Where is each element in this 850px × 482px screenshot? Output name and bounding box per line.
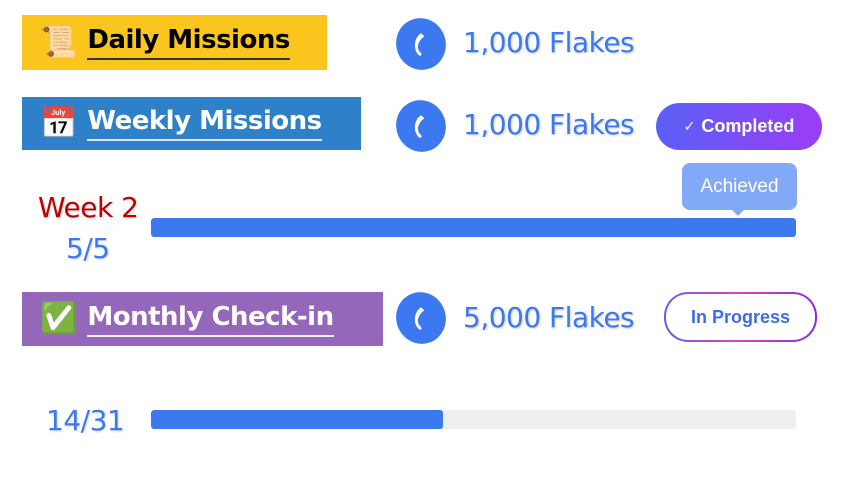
scroll-icon: 📜 [40, 25, 78, 59]
daily-missions-title: Daily Missions [87, 25, 290, 60]
weekly-progress-bar [151, 218, 796, 237]
flake-coin-icon [388, 93, 454, 159]
flake-coin-icon [388, 285, 454, 351]
monthly-progress-fill [151, 410, 443, 429]
monthly-progress-bar [151, 410, 796, 429]
weekly-reward: 1,000 Flakes [463, 108, 635, 141]
check-icon: ✓ [683, 118, 696, 134]
completed-badge: ✓ Completed [656, 103, 822, 150]
tooltip-text: Achieved [700, 175, 779, 197]
in-progress-label: In Progress [690, 306, 791, 327]
calendar-icon: 📅 [40, 106, 78, 140]
week-label: Week 2 [38, 191, 139, 224]
daily-reward: 1,000 Flakes [463, 26, 635, 59]
daily-missions-banner[interactable]: 📜 Daily Missions [22, 15, 327, 70]
monthly-reward: 5,000 Flakes [463, 301, 635, 334]
check-box-icon: ✅ [40, 302, 78, 335]
monthly-checkin-banner[interactable]: ✅ Monthly Check-in [22, 292, 383, 346]
weekly-progress-text: 5/5 [66, 232, 110, 265]
in-progress-badge: In Progress [664, 292, 817, 342]
monthly-checkin-title: Monthly Check-in [87, 302, 334, 337]
achieved-tooltip: Achieved [682, 163, 797, 216]
weekly-missions-banner[interactable]: 📅 Weekly Missions [22, 97, 361, 150]
weekly-progress-fill [151, 218, 796, 237]
monthly-progress-text: 14/31 [46, 404, 125, 437]
weekly-missions-title: Weekly Missions [87, 106, 322, 141]
completed-label: Completed [701, 116, 795, 136]
flake-coin-icon [388, 11, 454, 77]
